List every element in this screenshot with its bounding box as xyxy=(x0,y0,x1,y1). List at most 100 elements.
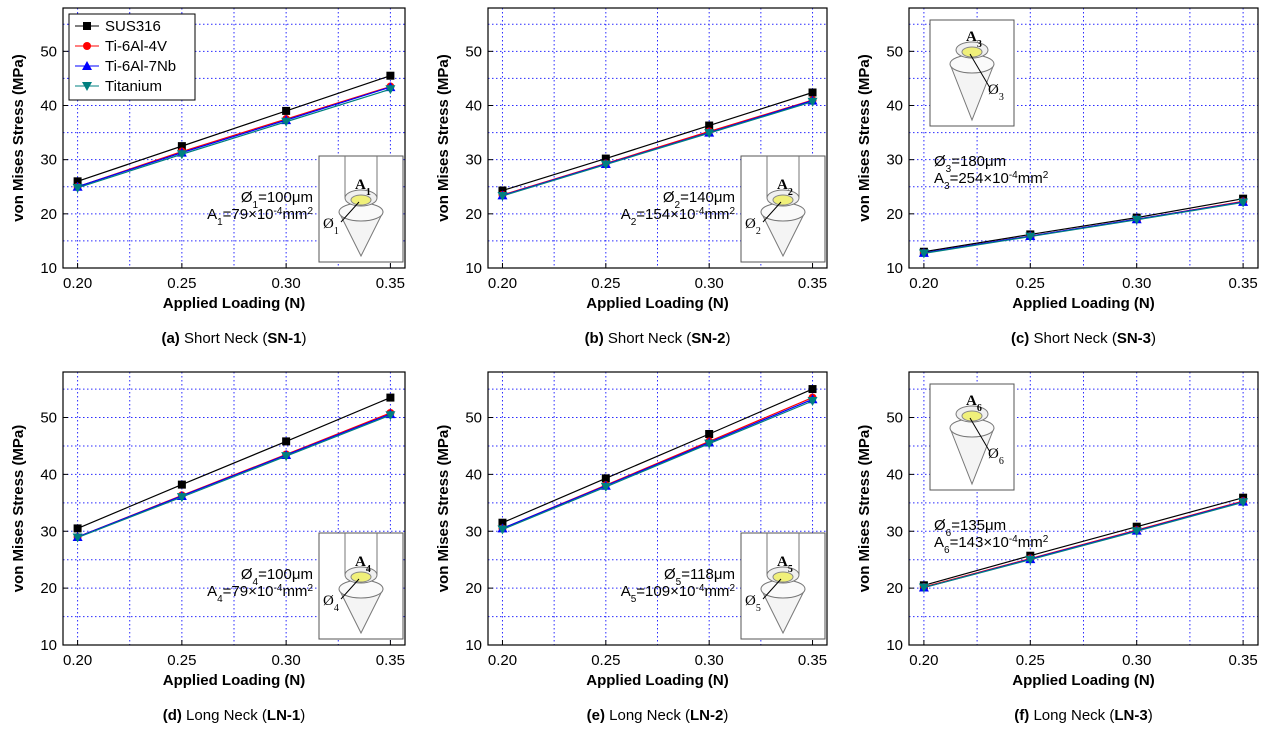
y-tick-label: 20 xyxy=(465,206,482,223)
inset-area-label: A3 xyxy=(966,29,982,50)
text-part: =79×10 xyxy=(223,583,274,600)
caption: (f) Long Neck (LN-3) xyxy=(1014,707,1152,724)
text-part: =100μm xyxy=(258,189,313,206)
annotation: A5=109×10-4mm2 xyxy=(621,583,736,605)
text-part: Ø xyxy=(323,216,334,232)
y-tick-label: 30 xyxy=(465,152,482,169)
y-tick-label: 40 xyxy=(40,466,57,483)
series-line xyxy=(923,501,1244,589)
text-part: ) xyxy=(1148,707,1153,724)
marker xyxy=(497,191,508,201)
inset-diameter-label: Ø3 xyxy=(988,82,1004,103)
series-line xyxy=(77,414,391,539)
series-line xyxy=(502,388,813,524)
text-part: Ø xyxy=(745,216,756,232)
text-part: mm xyxy=(1018,170,1043,187)
annotation: A4=79×10-4mm2 xyxy=(207,583,313,605)
text-part: Long Neck ( xyxy=(182,707,267,724)
marker xyxy=(386,393,395,402)
y-tick-label: 40 xyxy=(886,466,903,483)
annotation: Ø4=100μm xyxy=(241,566,313,588)
text-part: ) xyxy=(1151,330,1156,347)
y-tick-label: 20 xyxy=(886,206,903,223)
marker xyxy=(1025,232,1036,242)
inset-area-label: A6 xyxy=(966,393,982,414)
y-tick-label: 40 xyxy=(465,98,482,115)
y-axis-title: von Mises Stress (MPa) xyxy=(10,54,27,222)
caption: (c) Short Neck (SN-3) xyxy=(1011,330,1156,347)
marker xyxy=(807,97,818,107)
text-part: LN-1 xyxy=(267,707,300,724)
x-tick-label: 0.20 xyxy=(488,275,517,292)
x-tick-label: 0.35 xyxy=(376,652,405,669)
plot-frame xyxy=(62,7,406,269)
text-part: mm xyxy=(704,206,729,223)
arrow xyxy=(762,578,782,600)
arrow xyxy=(762,201,782,223)
inset-diameter-label: Ø5 xyxy=(745,593,761,614)
marker xyxy=(73,177,82,186)
text-part: Ø xyxy=(323,593,334,609)
y-tick-label: 10 xyxy=(465,637,482,654)
y-tick-label: 40 xyxy=(465,466,482,483)
series-line xyxy=(77,86,391,188)
marker xyxy=(386,71,395,80)
cone xyxy=(338,211,384,258)
caption: (e) Long Neck (LN-2) xyxy=(587,707,729,724)
y-tick-label: 50 xyxy=(40,410,57,427)
text-part: ) xyxy=(300,707,305,724)
text-part: mm xyxy=(282,583,307,600)
text-part: A xyxy=(934,534,944,551)
text-part: ) xyxy=(302,330,307,347)
annotation: Ø1=100μm xyxy=(241,189,313,211)
text-part: =180μm xyxy=(951,153,1006,170)
caption: (d) Long Neck (LN-1) xyxy=(163,707,306,724)
marker xyxy=(177,480,186,489)
text-part: ) xyxy=(723,707,728,724)
cylinder xyxy=(344,533,378,575)
text-part: 4 xyxy=(334,603,339,614)
text-part: =143×10 xyxy=(950,534,1009,551)
inset-area-label: A5 xyxy=(777,554,793,575)
x-tick-label: 0.35 xyxy=(798,652,827,669)
text-part: -4 xyxy=(1009,534,1018,545)
text-part: A xyxy=(355,177,366,193)
text-part: (d) xyxy=(163,707,182,724)
text-part: Short Neck ( xyxy=(1029,330,1117,347)
text-part: 1 xyxy=(217,217,223,228)
y-tick-label: 30 xyxy=(40,152,57,169)
marker xyxy=(808,88,817,97)
x-tick-label: 0.25 xyxy=(167,652,196,669)
y-tick-label: 20 xyxy=(465,580,482,597)
text-part: -4 xyxy=(274,206,283,217)
text-part: Short Neck ( xyxy=(180,330,268,347)
contact-area xyxy=(350,571,372,583)
text-part: 2 xyxy=(788,187,793,198)
x-tick-label: 0.25 xyxy=(591,275,620,292)
legend-marker xyxy=(83,42,91,50)
arrow xyxy=(969,417,991,453)
text-part: -4 xyxy=(696,583,705,594)
marker xyxy=(176,493,187,503)
caption: (b) Short Neck (SN-2) xyxy=(585,330,731,347)
text-part: A xyxy=(966,393,977,409)
legend-marker xyxy=(82,82,92,91)
text-part: =154×10 xyxy=(636,206,695,223)
x-tick-label: 0.25 xyxy=(591,652,620,669)
marker xyxy=(1131,527,1142,537)
legend-label: Titanium xyxy=(105,78,162,95)
series-line xyxy=(502,400,813,531)
text-part: 2 xyxy=(1043,170,1049,181)
marker xyxy=(600,160,611,170)
text-part: 3 xyxy=(977,39,982,50)
series-line xyxy=(923,201,1244,254)
y-tick-label: 10 xyxy=(886,637,903,654)
text-part: =135μm xyxy=(951,517,1006,534)
x-tick-label: 0.30 xyxy=(695,275,724,292)
plot-frame xyxy=(62,371,406,646)
marker xyxy=(918,583,929,593)
text-part: =140μm xyxy=(680,189,735,206)
text-part: 2 xyxy=(1043,534,1049,545)
